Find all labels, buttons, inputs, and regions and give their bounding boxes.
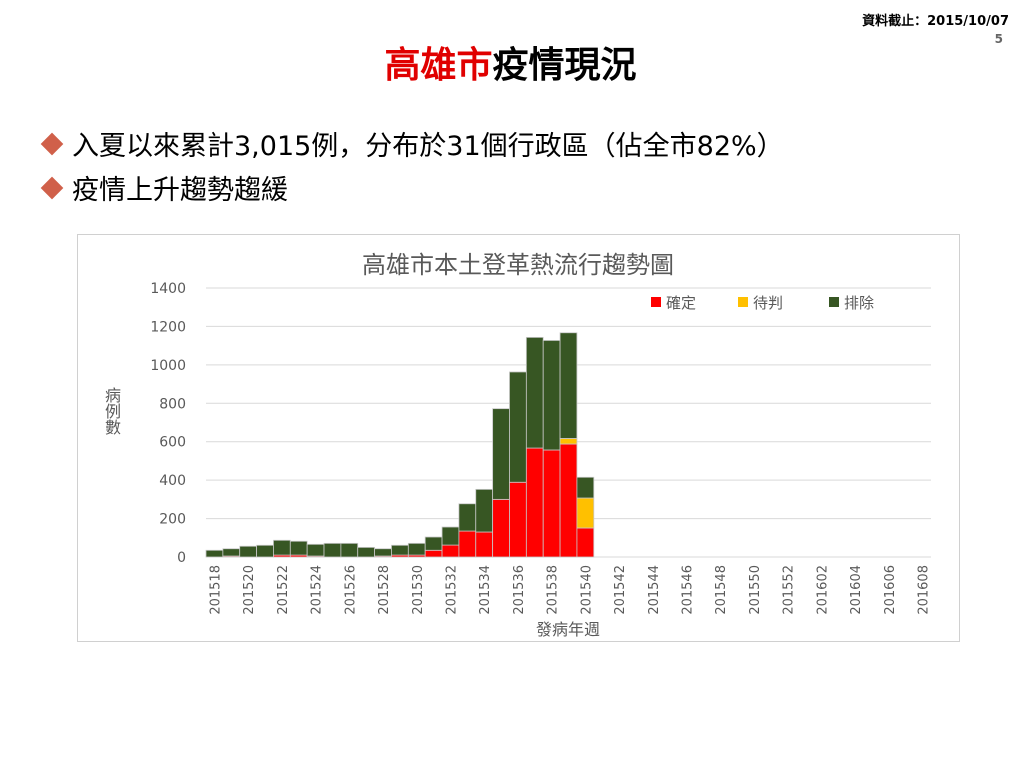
page-title: 高雄市疫情現況: [0, 36, 1021, 88]
x-tick-label: 201552: [782, 565, 797, 615]
x-tick-label: 201546: [681, 565, 696, 615]
x-tick-label: 201544: [647, 565, 662, 615]
y-tick-label: 0: [177, 550, 186, 566]
bar-確定-201535: [492, 498, 510, 558]
x-tick-label: 201534: [478, 565, 493, 615]
bullet-text: 入夏以來累計3,015例，分布於31個行政區（佔全市82%）: [72, 131, 784, 162]
legend-label: 待判: [753, 294, 783, 312]
legend-swatch-確定: [651, 297, 661, 307]
page-number: 5: [994, 32, 1003, 46]
y-tick-label: 1000: [150, 358, 186, 374]
x-tick-label: 201606: [883, 565, 898, 615]
y-axis-label: 病例數: [102, 387, 121, 435]
bar-排除-201537: [525, 336, 544, 449]
bar-排除-201527: [357, 546, 376, 558]
bar-排除-201522: [273, 539, 291, 556]
x-tick-label: 201532: [444, 565, 459, 615]
x-tick-label: 201536: [512, 565, 527, 615]
bar-排除-201524: [306, 543, 325, 557]
bar-排除-201536: [509, 371, 527, 483]
bar-排除-201538: [542, 340, 561, 451]
bar-排除-201531: [424, 536, 443, 551]
bar-排除-201534: [475, 488, 494, 533]
x-tick-label: 201518: [208, 565, 223, 615]
x-tick-label: 201524: [310, 565, 325, 615]
dengue-trend-chart: 高雄市本土登革熱流行趨勢圖 0 200 400 600 800 1000 1200 1400 20…: [150, 251, 932, 639]
bar-排除-201523: [289, 540, 308, 556]
bar-排除-201518: [205, 549, 224, 558]
bar-確定-201536: [509, 481, 527, 558]
bar-確定-201531: [424, 549, 443, 558]
x-tick-label: 201604: [849, 565, 864, 615]
bar-排除-201535: [492, 408, 510, 500]
x-tick-label: 201548: [714, 565, 729, 615]
bar-排除-201519: [222, 548, 241, 557]
x-tick-label: 201540: [579, 565, 594, 615]
bar-確定-201537: [525, 447, 544, 558]
x-tick-label: 201602: [815, 565, 830, 615]
bullet-text: 疫情上升趨勢趨緩: [72, 175, 288, 206]
bar-確定-201538: [542, 449, 561, 558]
bar-排除-201526: [340, 542, 359, 558]
x-tick-label: 201550: [748, 565, 763, 615]
bar-排除-201525: [323, 542, 342, 558]
x-tick-label: 201538: [546, 565, 561, 615]
y-tick-label: 400: [159, 473, 186, 489]
chart-container: 高雄市本土登革熱流行趨勢圖 0 200 400 600 800 1000 1200 1400 20…: [77, 234, 960, 642]
bar-待判-201539: [559, 438, 578, 445]
x-tick-label: 201520: [242, 565, 257, 615]
y-tick-label: 800: [159, 396, 186, 412]
bullet-item: 入夏以來累計3,015例，分布於31個行政區（佔全市82%）: [40, 124, 784, 163]
legend-swatch-待判: [738, 297, 748, 307]
diamond-bullet-icon: [40, 132, 64, 155]
x-tick-label: 201542: [613, 565, 628, 615]
bar-排除-201540: [576, 476, 595, 499]
y-tick-label: 200: [159, 512, 186, 528]
x-tick-label: 201526: [343, 565, 358, 615]
bar-排除-201533: [458, 503, 477, 532]
bar-確定-201540: [576, 527, 595, 558]
bar-排除-201520: [239, 545, 257, 558]
legend-label: 確定: [666, 294, 696, 312]
x-tick-label: 201528: [377, 565, 392, 615]
bar-排除-201530: [407, 542, 426, 556]
title-city: 高雄市: [384, 45, 493, 86]
x-tick-label: 201608: [917, 565, 932, 615]
x-tick-label: 201522: [276, 565, 291, 615]
x-axis-label: 發病年週: [536, 620, 600, 639]
bar-排除-201529: [391, 544, 409, 556]
legend-label: 排除: [844, 294, 874, 312]
data-cutoff-date: 資料截止：2015/10/07: [862, 14, 1009, 29]
bar-確定-201532: [441, 544, 460, 558]
title-topic: 疫情現況: [492, 45, 637, 86]
bar-排除-201528: [374, 548, 392, 557]
bar-確定-201534: [475, 531, 494, 558]
bar-確定-201533: [458, 530, 477, 558]
y-tick-label: 1200: [150, 319, 186, 335]
diamond-bullet-icon: [40, 176, 64, 199]
y-tick-label: 1400: [150, 281, 186, 297]
legend-swatch-排除: [829, 297, 839, 307]
bar-確定-201539: [559, 443, 578, 558]
x-tick-label: 201530: [411, 565, 426, 615]
bar-排除-201532: [441, 526, 460, 546]
bar-待判-201540: [576, 497, 595, 529]
y-tick-label: 600: [159, 435, 186, 451]
chart-title: 高雄市本土登革熱流行趨勢圖: [362, 251, 674, 279]
bullet-item: 疫情上升趨勢趨緩: [40, 168, 288, 207]
bar-排除-201539: [559, 332, 578, 439]
bar-排除-201521: [256, 544, 274, 558]
